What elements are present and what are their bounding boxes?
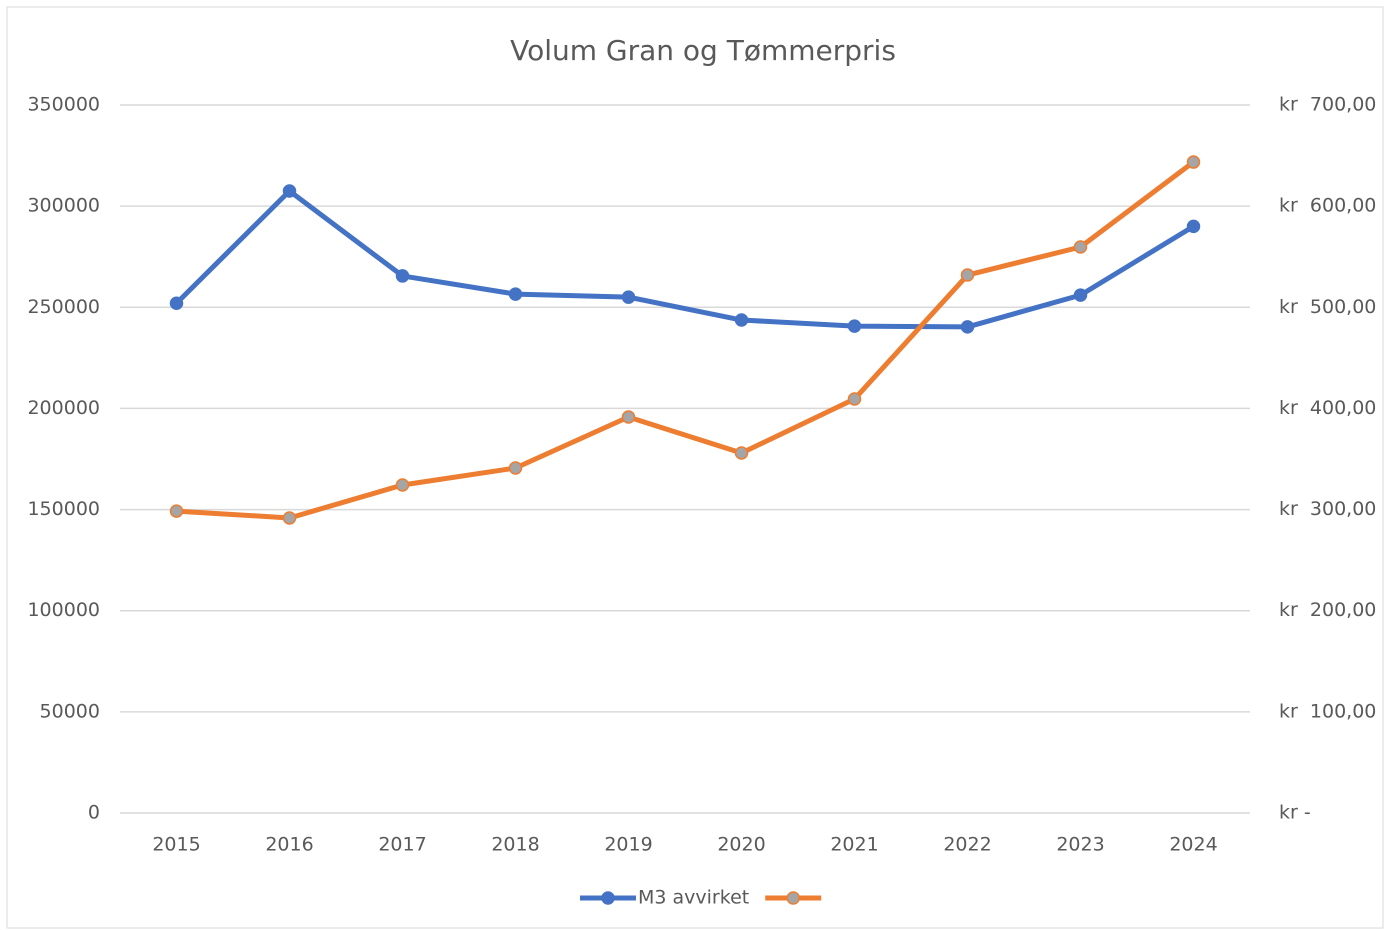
marker — [1186, 219, 1201, 234]
marker — [282, 511, 297, 525]
y2-tick-label: kr 600,00 — [1279, 195, 1376, 217]
marker — [282, 184, 297, 198]
series-line — [174, 188, 1195, 330]
x-tick-label: 2022 — [943, 834, 991, 856]
y-tick-label: 150000 — [27, 498, 100, 520]
chart-title: Volum Gran og Tømmerpris — [510, 34, 896, 67]
marker — [621, 410, 636, 424]
x-tick-label: 2019 — [604, 834, 652, 856]
chart-frame — [6, 6, 1384, 929]
y2-tick-label: kr 700,00 — [1279, 94, 1376, 116]
x-tick-label: 2017 — [378, 834, 426, 856]
legend-marker — [786, 891, 800, 905]
legend-marker — [601, 891, 615, 905]
y-tick-label: 250000 — [27, 296, 100, 318]
marker — [169, 504, 184, 518]
series-line — [176, 160, 1196, 521]
x-tick-label: 2015 — [152, 834, 200, 856]
marker — [1073, 240, 1088, 254]
x-tick-label: 2018 — [491, 834, 539, 856]
marker — [395, 269, 410, 283]
marker — [960, 320, 975, 334]
y-tick-label: 350000 — [27, 94, 100, 116]
y2-tick-label: kr 500,00 — [1279, 296, 1376, 318]
y-tick-label: 50000 — [40, 700, 100, 722]
marker — [395, 478, 410, 492]
marker — [508, 287, 523, 301]
marker — [1186, 155, 1201, 169]
marker — [169, 296, 184, 310]
x-tick-label: 2021 — [830, 834, 878, 856]
marker — [734, 446, 749, 460]
marker — [847, 392, 862, 406]
x-tick-label: 2016 — [265, 834, 313, 856]
y2-tick-label: kr 400,00 — [1279, 397, 1376, 419]
y-tick-label: 0 — [88, 802, 100, 824]
marker — [621, 290, 636, 304]
x-tick-label: 2023 — [1056, 834, 1104, 856]
marker — [960, 268, 975, 282]
y2-tick-label: kr 300,00 — [1279, 498, 1376, 520]
y2-tick-label: kr - — [1279, 802, 1311, 824]
marker — [847, 319, 862, 333]
marker — [508, 461, 523, 475]
x-tick-label: 2020 — [717, 834, 765, 856]
y-tick-label: 100000 — [27, 599, 100, 621]
y-tick-label: 200000 — [27, 397, 100, 419]
y2-tick-label: kr 100,00 — [1279, 700, 1376, 722]
marker — [734, 313, 749, 327]
x-tick-label: 2024 — [1169, 834, 1217, 856]
y2-tick-label: kr 200,00 — [1279, 599, 1376, 621]
marker — [1073, 288, 1088, 302]
y-tick-label: 300000 — [27, 195, 100, 217]
legend-label: M3 avvirket — [638, 887, 749, 909]
